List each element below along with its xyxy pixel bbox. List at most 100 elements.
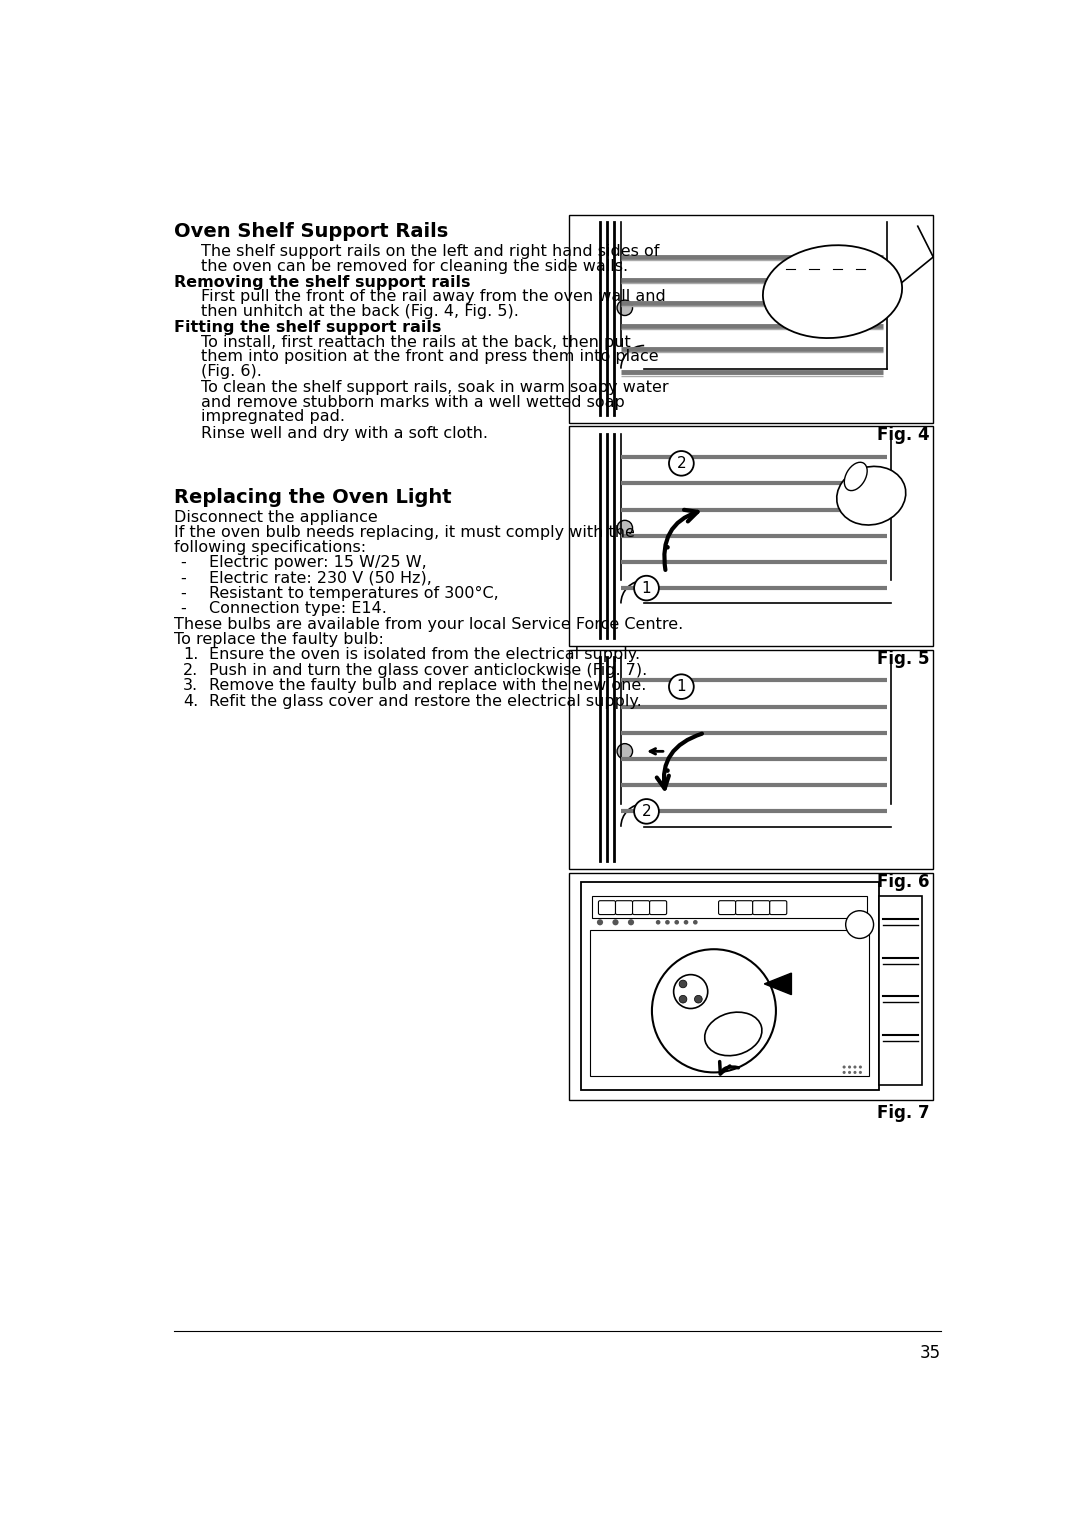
Circle shape — [617, 743, 633, 758]
Circle shape — [665, 545, 670, 550]
Text: 1: 1 — [642, 581, 651, 596]
Text: Push in and turn the glass cover anticlockwise (Fig. 7).: Push in and turn the glass cover anticlo… — [208, 663, 647, 677]
Circle shape — [665, 919, 670, 925]
Circle shape — [853, 1065, 856, 1069]
Text: then unhitch at the back (Fig. 4, Fig. 5).: then unhitch at the back (Fig. 4, Fig. 5… — [201, 303, 518, 319]
Text: Removing the shelf support rails: Removing the shelf support rails — [174, 274, 470, 290]
Text: Fig. 7: Fig. 7 — [877, 1105, 930, 1121]
Circle shape — [669, 674, 693, 699]
Circle shape — [674, 919, 679, 925]
FancyArrowPatch shape — [657, 734, 702, 789]
Text: 2: 2 — [642, 804, 651, 820]
Circle shape — [634, 576, 659, 601]
Circle shape — [656, 919, 661, 925]
Circle shape — [617, 521, 633, 536]
Circle shape — [848, 1071, 851, 1074]
Text: If the oven bulb needs replacing, it must comply with the: If the oven bulb needs replacing, it mus… — [174, 525, 635, 539]
Circle shape — [842, 1071, 846, 1074]
Text: the oven can be removed for cleaning the side walls.: the oven can be removed for cleaning the… — [201, 259, 627, 274]
Circle shape — [612, 919, 619, 925]
Circle shape — [853, 1071, 856, 1074]
Circle shape — [679, 980, 687, 988]
Circle shape — [693, 919, 698, 925]
Circle shape — [859, 1071, 862, 1074]
FancyBboxPatch shape — [598, 901, 616, 915]
Circle shape — [597, 919, 603, 925]
Bar — [592, 896, 867, 918]
Text: impregnated pad.: impregnated pad. — [201, 409, 345, 424]
Text: Ensure the oven is isolated from the electrical supply.: Ensure the oven is isolated from the ele… — [208, 648, 639, 662]
Polygon shape — [765, 973, 792, 994]
Circle shape — [652, 950, 775, 1072]
Text: To clean the shelf support rails, soak in warm soapy water: To clean the shelf support rails, soak i… — [201, 380, 669, 395]
Circle shape — [634, 800, 659, 824]
FancyArrowPatch shape — [719, 1062, 739, 1074]
Circle shape — [846, 910, 874, 939]
Ellipse shape — [704, 1013, 761, 1056]
Circle shape — [665, 768, 670, 772]
Bar — [590, 930, 869, 1077]
Circle shape — [848, 1065, 851, 1069]
Text: To install, first reattach the rails at the back, then put: To install, first reattach the rails at … — [201, 336, 631, 349]
Text: Oven Shelf Support Rails: Oven Shelf Support Rails — [174, 222, 448, 242]
Text: 2.: 2. — [183, 663, 199, 677]
FancyArrowPatch shape — [664, 510, 698, 570]
Text: them into position at the front and press them into place: them into position at the front and pres… — [201, 349, 659, 365]
FancyBboxPatch shape — [770, 901, 786, 915]
Text: Resistant to temperatures of 300°C,: Resistant to temperatures of 300°C, — [208, 585, 498, 601]
Text: First pull the front of the rail away from the oven wall and: First pull the front of the rail away fr… — [201, 290, 665, 305]
Text: Remove the faulty bulb and replace with the new one.: Remove the faulty bulb and replace with … — [208, 679, 646, 692]
FancyArrowPatch shape — [752, 976, 777, 991]
Text: Electric power: 15 W/25 W,: Electric power: 15 W/25 W, — [208, 555, 427, 570]
FancyBboxPatch shape — [735, 901, 753, 915]
Ellipse shape — [762, 245, 902, 339]
Text: 3.: 3. — [183, 679, 198, 692]
FancyBboxPatch shape — [616, 901, 633, 915]
Text: -: - — [180, 601, 186, 616]
Bar — [581, 882, 879, 1091]
Text: The shelf support rails on the left and right hand sides of: The shelf support rails on the left and … — [201, 244, 659, 259]
Text: 2: 2 — [676, 457, 686, 470]
Circle shape — [684, 919, 688, 925]
Circle shape — [679, 996, 687, 1003]
Text: 1: 1 — [676, 679, 686, 694]
Bar — [619, 303, 629, 313]
Text: Fig. 4: Fig. 4 — [877, 426, 930, 444]
Bar — [569, 426, 933, 647]
Text: Connection type: E14.: Connection type: E14. — [208, 601, 387, 616]
Ellipse shape — [845, 463, 867, 490]
Bar — [569, 214, 933, 423]
Text: -: - — [180, 570, 186, 585]
Text: Fitting the shelf support rails: Fitting the shelf support rails — [174, 320, 441, 336]
FancyBboxPatch shape — [649, 901, 666, 915]
Text: Fig. 6: Fig. 6 — [877, 873, 930, 892]
Ellipse shape — [837, 466, 906, 525]
Text: 1.: 1. — [183, 648, 199, 662]
Text: Rinse well and dry with a soft cloth.: Rinse well and dry with a soft cloth. — [201, 426, 488, 441]
Text: To replace the faulty bulb:: To replace the faulty bulb: — [174, 633, 383, 647]
Circle shape — [617, 300, 633, 316]
Circle shape — [627, 919, 634, 925]
Bar — [569, 873, 933, 1100]
Text: Electric rate: 230 V (50 Hz),: Electric rate: 230 V (50 Hz), — [208, 570, 432, 585]
Circle shape — [842, 1065, 846, 1069]
FancyBboxPatch shape — [718, 901, 735, 915]
Text: (Fig. 6).: (Fig. 6). — [201, 365, 261, 378]
Circle shape — [669, 450, 693, 475]
Text: -: - — [180, 555, 186, 570]
Text: and remove stubborn marks with a well wetted soap: and remove stubborn marks with a well we… — [201, 395, 624, 411]
Text: 35: 35 — [920, 1344, 941, 1362]
Circle shape — [859, 1065, 862, 1069]
Bar — [879, 896, 921, 1085]
FancyBboxPatch shape — [633, 901, 649, 915]
Text: Refit the glass cover and restore the electrical supply.: Refit the glass cover and restore the el… — [208, 694, 642, 709]
Text: -: - — [180, 585, 186, 601]
Circle shape — [694, 996, 702, 1003]
Text: Fig. 5: Fig. 5 — [877, 650, 930, 668]
Text: Disconnect the appliance: Disconnect the appliance — [174, 510, 378, 524]
Text: following specifications:: following specifications: — [174, 539, 366, 555]
Bar — [569, 650, 933, 869]
FancyBboxPatch shape — [753, 901, 770, 915]
Text: These bulbs are available from your local Service Force Centre.: These bulbs are available from your loca… — [174, 616, 683, 631]
Text: 4.: 4. — [183, 694, 199, 709]
